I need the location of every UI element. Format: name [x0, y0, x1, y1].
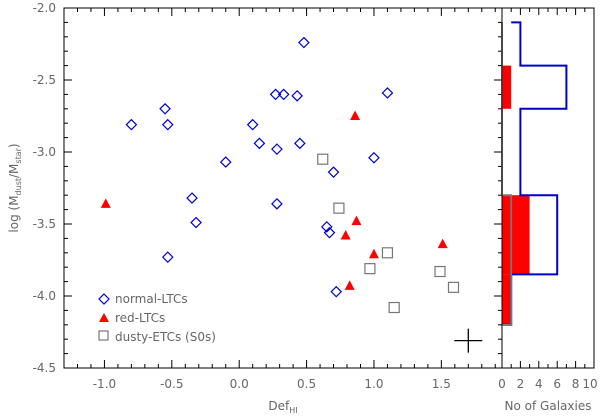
data-point-normal-ltc: [320, 221, 333, 233]
y-tick-label: -4.5: [33, 361, 56, 375]
histogram-x-tick-label: 0: [498, 377, 506, 391]
data-point-normal-ltc: [246, 118, 259, 131]
data-point-normal-ltc: [323, 226, 336, 239]
data-point-normal-ltc: [277, 88, 290, 101]
data-point-normal-ltc: [271, 197, 283, 210]
histogram-bar-red-ltcs: [502, 274, 512, 325]
scatter-ticks: -1.0 -0.5 0.0 0.5 1.0 1.5 -4.5 -4.0 -3.5 -3.0 -2.5…: [33, 1, 502, 391]
histogram-bar-red-ltcs: [502, 65, 512, 109]
legend-item-dusty-etcs: dusty-ETCs (S0s): [98, 330, 216, 344]
data-point-red-ltc: [351, 215, 362, 226]
data-point-dusty-etc: [388, 301, 400, 314]
legend-label-red-ltcs: red-LTCs: [115, 311, 165, 325]
scatter-panel: -1.0 -0.5 0.0 0.5 1.0 1.5 -4.5 -4.0 -3.5 -3.0 -2.5…: [33, 1, 503, 391]
y-tick-label: -3.0: [33, 145, 56, 159]
x-tick-label: 0.5: [297, 377, 316, 391]
data-point-normal-ltc: [186, 192, 198, 204]
data-point-normal-ltc: [269, 88, 282, 101]
data-point-normal-ltc: [219, 156, 232, 168]
data-point-normal-ltc: [159, 102, 171, 115]
data-point-normal-ltc: [161, 251, 174, 263]
legend-label-dusty-etcs: dusty-ETCs (S0s): [115, 330, 216, 344]
x-tick-label: 0.0: [230, 377, 249, 391]
data-point-normal-ltc: [271, 143, 283, 155]
error-cross: [454, 328, 483, 353]
data-point-dusty-etc: [434, 265, 446, 278]
histogram-x-tick-label: 10: [582, 377, 597, 391]
data-point-dusty-etc: [364, 263, 376, 275]
histogram-x-tick-label: 4: [535, 377, 543, 391]
histogram-x-tick-label: 6: [553, 377, 561, 391]
histogram-bars: [501, 21, 568, 326]
legend-diamond-marker: [98, 293, 110, 305]
data-point-dusty-etc: [381, 247, 394, 259]
data-point-normal-ltc: [298, 36, 310, 49]
x-tick-label: 1.5: [432, 377, 451, 391]
data-point-normal-ltc: [368, 151, 380, 164]
data-point-dusty-etc: [333, 202, 345, 214]
y-tick-label: -2.0: [33, 1, 56, 15]
x-tick-label: -0.5: [160, 377, 183, 391]
legend-triangle-marker: [99, 313, 109, 322]
legend-square-marker: [98, 330, 109, 341]
data-point-red-ltc: [350, 110, 361, 120]
legend-label-normal-ltcs: normal-LTCs: [115, 292, 188, 306]
data-point-normal-ltc: [293, 137, 306, 150]
legend: normal-LTCs red-LTCs dusty-ETCs (S0s): [98, 292, 216, 344]
data-point-red-ltc: [100, 198, 111, 208]
data-point-normal-ltc: [125, 118, 138, 131]
histogram-x-axis-title: No of Galaxies: [505, 399, 592, 413]
data-point-normal-ltc: [190, 216, 202, 229]
data-point-red-ltc: [344, 280, 355, 290]
histogram-x-tick-label: 2: [517, 377, 525, 391]
histogram-panel: 0 2 4 6 8 10: [498, 7, 598, 391]
scatter-points: [100, 36, 460, 314]
y-axis-title: log (Mdust/Mstar): [7, 143, 23, 232]
data-point-red-ltc: [368, 248, 379, 259]
legend-item-normal-ltcs: normal-LTCs: [98, 292, 188, 306]
data-point-red-ltc: [437, 238, 448, 249]
y-tick-label: -3.5: [33, 217, 56, 231]
histogram-bar-red-ltcs: [502, 195, 530, 275]
data-point-normal-ltc: [381, 87, 394, 99]
legend-item-red-ltcs: red-LTCs: [99, 311, 165, 325]
data-point-normal-ltc: [253, 137, 266, 150]
data-point-red-ltc: [340, 230, 351, 240]
data-point-normal-ltc: [161, 118, 174, 131]
histogram-x-tick-label: 8: [572, 377, 580, 391]
data-point-normal-ltc: [330, 285, 343, 298]
x-tick-label: -1.0: [93, 377, 116, 391]
x-axis-title: DefHI: [268, 399, 297, 415]
histogram-ticks: 0 2 4 6 8 10: [498, 8, 598, 391]
data-point-dusty-etc: [317, 153, 329, 165]
data-point-normal-ltc: [327, 166, 340, 179]
y-tick-label: -4.0: [33, 289, 56, 303]
x-tick-label: 1.0: [364, 377, 383, 391]
y-tick-label: -2.5: [33, 73, 56, 87]
data-point-normal-ltc: [291, 89, 303, 102]
data-point-dusty-etc: [447, 281, 460, 293]
